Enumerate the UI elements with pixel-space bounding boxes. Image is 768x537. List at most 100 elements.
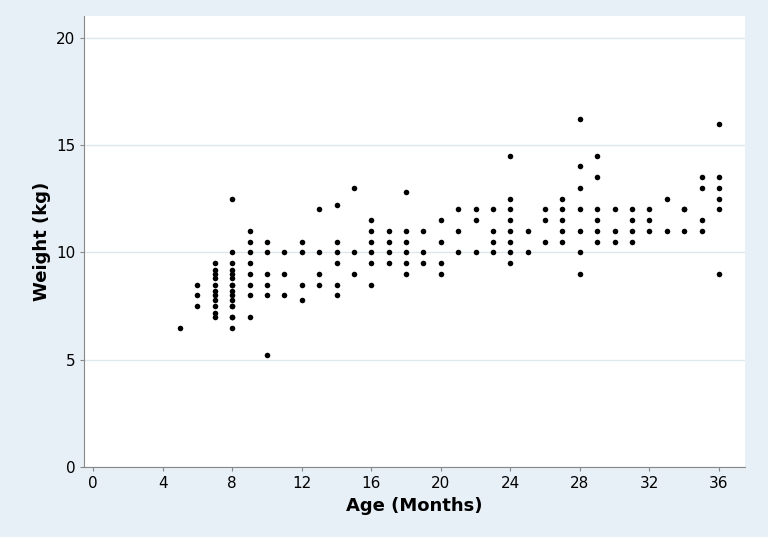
Point [278, 270, 290, 278]
Point [626, 227, 638, 235]
Point [209, 280, 221, 289]
Point [574, 248, 586, 257]
Point [400, 237, 412, 246]
Point [226, 248, 238, 257]
Point [626, 216, 638, 224]
Point [400, 259, 412, 267]
Point [678, 227, 690, 235]
Point [504, 205, 516, 214]
Point [365, 227, 377, 235]
Point [644, 205, 656, 214]
Point [487, 227, 499, 235]
Point [365, 280, 377, 289]
Point [574, 270, 586, 278]
Point [435, 216, 447, 224]
Point [348, 270, 360, 278]
Point [226, 291, 238, 300]
Point [608, 227, 621, 235]
Point [330, 237, 343, 246]
Point [504, 216, 516, 224]
Point [608, 205, 621, 214]
Point [209, 295, 221, 304]
Point [556, 194, 568, 203]
Point [191, 291, 204, 300]
Point [660, 194, 673, 203]
Point [348, 248, 360, 257]
Point [504, 194, 516, 203]
Point [417, 227, 429, 235]
Point [209, 270, 221, 278]
Point [487, 248, 499, 257]
Point [191, 302, 204, 310]
Point [313, 280, 326, 289]
Point [539, 237, 551, 246]
Point [435, 259, 447, 267]
Point [713, 205, 725, 214]
Point [330, 291, 343, 300]
Point [574, 205, 586, 214]
Point [400, 248, 412, 257]
Point [278, 248, 290, 257]
Point [574, 162, 586, 171]
Point [365, 248, 377, 257]
Point [678, 205, 690, 214]
Point [695, 227, 707, 235]
Point [487, 237, 499, 246]
Point [644, 216, 656, 224]
Point [644, 227, 656, 235]
Point [452, 205, 465, 214]
Point [209, 259, 221, 267]
Point [435, 270, 447, 278]
Point [660, 227, 673, 235]
Point [243, 248, 256, 257]
Point [243, 227, 256, 235]
Point [452, 248, 465, 257]
Y-axis label: Weight (kg): Weight (kg) [33, 182, 51, 301]
Point [296, 280, 308, 289]
Point [261, 237, 273, 246]
Point [330, 280, 343, 289]
Point [226, 287, 238, 295]
Point [417, 248, 429, 257]
Point [591, 237, 604, 246]
Point [695, 184, 707, 192]
Point [243, 280, 256, 289]
Point [209, 291, 221, 300]
Point [695, 216, 707, 224]
Point [608, 237, 621, 246]
Point [469, 216, 482, 224]
Point [261, 270, 273, 278]
Point [713, 173, 725, 182]
Point [521, 227, 534, 235]
Point [191, 280, 204, 289]
Point [261, 291, 273, 300]
Point [713, 270, 725, 278]
Point [400, 270, 412, 278]
Point [400, 188, 412, 197]
Point [521, 248, 534, 257]
Point [226, 280, 238, 289]
Point [591, 216, 604, 224]
Point [417, 259, 429, 267]
Point [313, 248, 326, 257]
Point [382, 248, 395, 257]
Point [452, 227, 465, 235]
Point [574, 184, 586, 192]
Point [382, 237, 395, 246]
Point [313, 205, 326, 214]
Point [209, 287, 221, 295]
Point [400, 227, 412, 235]
Point [556, 227, 568, 235]
Point [713, 119, 725, 128]
Point [209, 274, 221, 282]
Point [504, 227, 516, 235]
Point [504, 237, 516, 246]
Point [556, 237, 568, 246]
Point [574, 115, 586, 124]
Point [226, 280, 238, 289]
Point [695, 173, 707, 182]
Point [174, 323, 186, 332]
Point [313, 270, 326, 278]
Point [209, 302, 221, 310]
Point [209, 265, 221, 274]
